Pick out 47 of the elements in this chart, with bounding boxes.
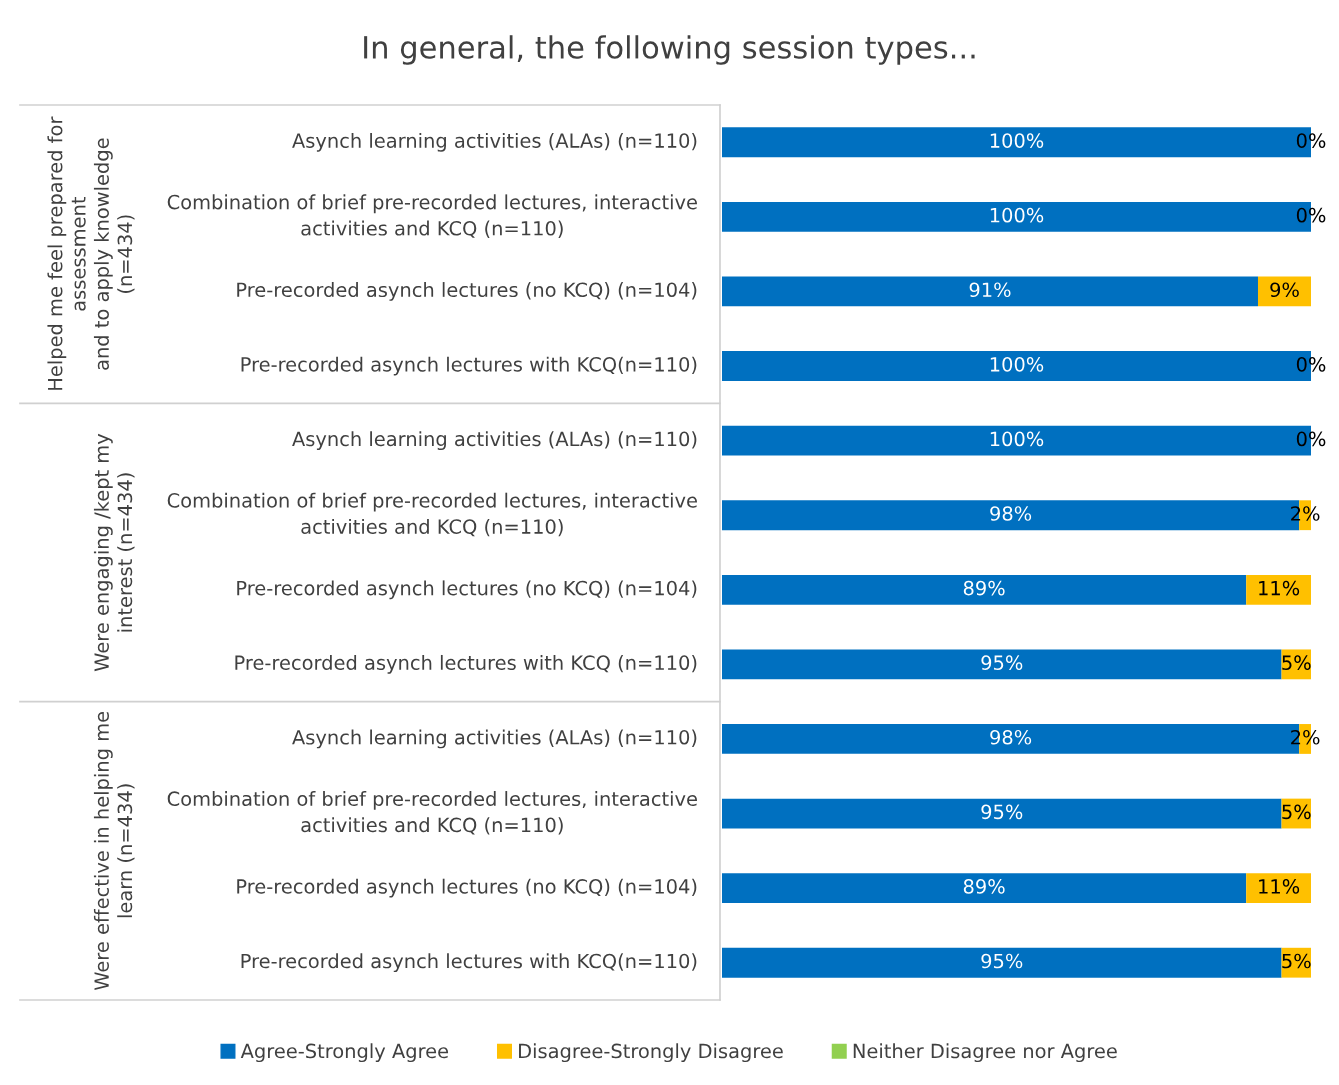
data-label: 95% <box>981 804 1023 820</box>
bar <box>722 574 1247 605</box>
data-label: 11% <box>1259 580 1300 596</box>
data-label: 11% <box>1259 879 1300 894</box>
y-tick-label: Combination of brief pre-recorded lectures, interactive activities and KCQ (n=110) <box>167 791 697 835</box>
data-label: 100% <box>990 356 1044 372</box>
data-label: 5% <box>1282 655 1311 671</box>
chart-title: In general, the following session types... <box>364 35 975 65</box>
text: Helped me feel prepared for assessment and to apply knowledge (n=434) <box>47 116 135 390</box>
y-tick-label: Pre-recorded asynch lectures with KCQ(n=110) <box>241 356 697 376</box>
data-label: 5% <box>1282 953 1311 969</box>
y-tick-label: Pre-recorded asynch lectures (no KCQ) (n=104) <box>237 282 697 301</box>
data-label: 89% <box>963 879 1005 894</box>
data-label: 100% <box>990 207 1044 223</box>
data-label: 100% <box>990 431 1044 447</box>
data-label: 2% <box>1291 506 1320 521</box>
legend-label: Agree-Strongly Agree <box>240 1043 449 1063</box>
text: Were engaging /kept my interest (n=434) <box>93 433 135 672</box>
y-tick-label: Pre-recorded asynch lectures (no KCQ) (n=104) <box>237 580 697 600</box>
text: Were effective in helping me learn (n=434) <box>93 711 135 991</box>
data-label: 2% <box>1291 729 1320 745</box>
data-label: 91% <box>969 282 1011 298</box>
legend-label: Disagree-Strongly Disagree <box>519 1043 783 1063</box>
y-tick-label: Asynch learning activities (ALAs) (n=110) <box>292 431 697 451</box>
y-tick-label: Pre-recorded asynch lectures (no KCQ) (n=104) <box>237 878 697 898</box>
data-label: 98% <box>990 729 1032 745</box>
y-tick-label: Combination of brief pre-recorded lectures, interactive activities and KCQ (n=110) <box>167 194 697 238</box>
y-tick-label: Asynch learning activities (ALAs) (n=110) <box>292 729 697 749</box>
data-label: 100% <box>990 133 1044 148</box>
legend-label: Neither Disagree nor Agree <box>853 1043 1117 1063</box>
bar <box>722 947 1282 978</box>
data-label: 9% <box>1270 282 1299 298</box>
bar <box>722 798 1282 829</box>
y-tick-label: Combination of brief pre-recorded lectures, interactive activities and KCQ (n=110) <box>167 492 697 537</box>
bar <box>722 649 1282 680</box>
data-label: 95% <box>981 655 1023 671</box>
y-tick-label: Asynch learning activities (ALAs) (n=110) <box>292 132 697 152</box>
y-tick-label: Pre-recorded asynch lectures with KCQ (n=110) <box>235 654 697 674</box>
bar <box>722 873 1247 904</box>
bar <box>1246 873 1311 904</box>
bar <box>722 276 1258 307</box>
y-tick-label: Pre-recorded asynch lectures with KCQ(n=110) <box>241 953 697 973</box>
data-label: 89% <box>963 580 1005 596</box>
bar <box>1246 574 1311 605</box>
data-label: 98% <box>990 506 1032 521</box>
data-label: 5% <box>1282 804 1311 820</box>
data-label: 95% <box>981 953 1023 969</box>
